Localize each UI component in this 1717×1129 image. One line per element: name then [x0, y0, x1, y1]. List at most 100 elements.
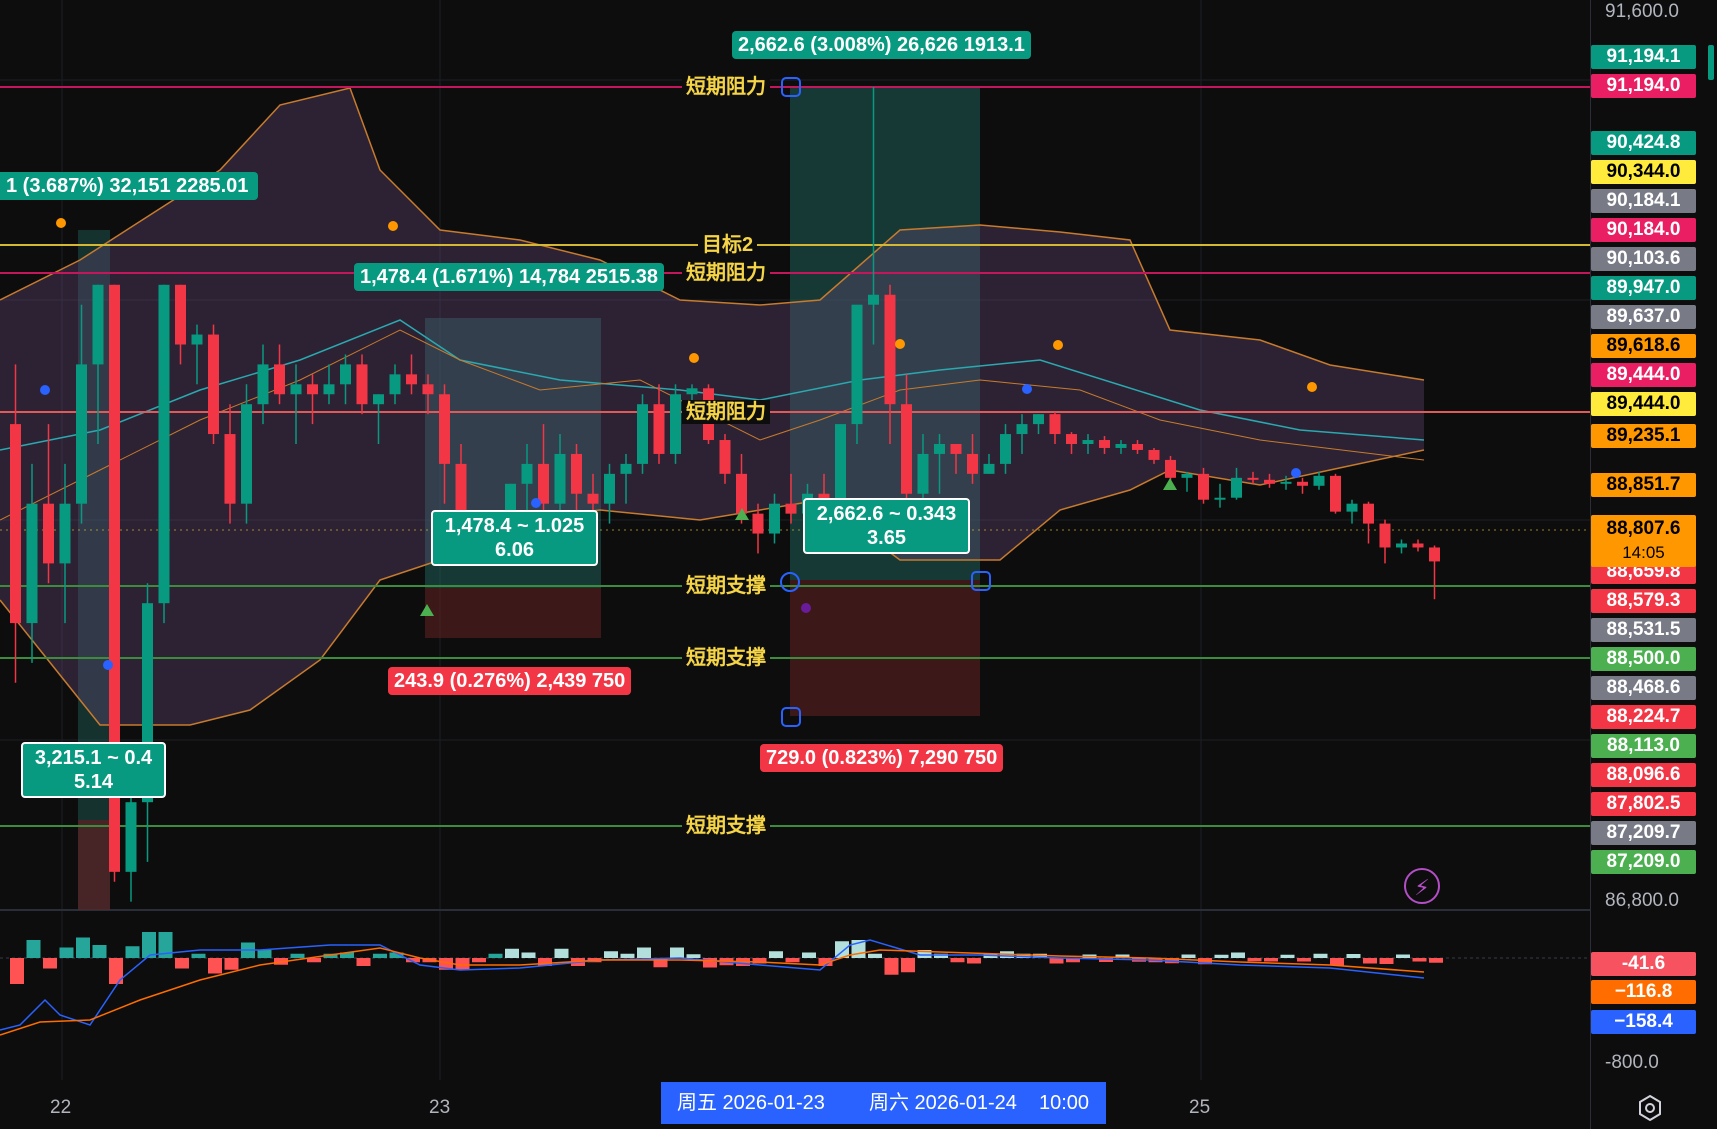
- price-tag: 88,851.7: [1591, 473, 1696, 497]
- level-label-target-2: 目标2: [698, 233, 758, 257]
- macd-bar: [488, 953, 503, 958]
- candle: [934, 434, 945, 494]
- macd-bar: [43, 958, 57, 969]
- candle: [340, 354, 351, 405]
- macd-bar: [1247, 958, 1262, 962]
- chart-canvas[interactable]: [0, 0, 1590, 1129]
- price-tag: 90,184.1: [1591, 189, 1696, 213]
- settings-icon[interactable]: [1635, 1093, 1665, 1123]
- candles: [10, 87, 1440, 902]
- candle: [1396, 539, 1407, 554]
- macd-bar: [505, 948, 519, 958]
- level-label-resistance-1: 短期阻力: [682, 75, 770, 99]
- measure-label-loss-2[interactable]: 729.0 (0.823%) 7,290 750: [760, 744, 1004, 772]
- macd-bar: [686, 954, 701, 958]
- candle: [950, 443, 962, 474]
- macd-bar: [92, 945, 107, 958]
- candle: [1033, 414, 1044, 435]
- macd-bar: [884, 958, 899, 975]
- macd-bar: [1346, 954, 1361, 958]
- price-tag: 89,444.0: [1591, 392, 1696, 416]
- measure-label-left[interactable]: 1 (3.687%) 32,151 2285.01: [0, 172, 259, 200]
- candle: [59, 463, 71, 624]
- level-label-support-1: 短期支撑: [682, 574, 770, 598]
- crosshair-date-right: 周六 2026-01-24: [869, 1092, 1017, 1114]
- candle: [785, 473, 797, 524]
- ratio-box-1[interactable]: 1,478.4 ~ 1.025 6.06: [431, 510, 598, 566]
- price-tag: 90,424.8: [1591, 131, 1696, 155]
- macd-bar: [1049, 958, 1064, 964]
- scroll-indicator[interactable]: [1708, 45, 1714, 80]
- candle: [158, 284, 170, 624]
- macd-bar: [818, 958, 833, 966]
- candle: [257, 344, 269, 425]
- ratio-box-1-line2: 6.06: [495, 539, 534, 561]
- ratio-box-2[interactable]: 2,662.6 ~ 0.343 3.65: [803, 498, 970, 554]
- candle: [1231, 467, 1242, 500]
- macd-bar: [670, 947, 684, 958]
- price-tag: 88,224.7: [1591, 705, 1696, 729]
- measure-label-top[interactable]: 2,662.6 (3.008%) 26,626 1913.1: [732, 31, 1031, 59]
- ratio-box-2-line1: 2,662.6 ~ 0.343: [816, 503, 957, 525]
- candle: [1115, 440, 1127, 454]
- lightning-icon[interactable]: ⚡: [1404, 868, 1440, 904]
- macd-bar: [769, 951, 783, 958]
- macd-bar: [554, 948, 569, 958]
- macd-bar: [1429, 958, 1443, 963]
- price-tag: 89,444.0: [1591, 363, 1696, 387]
- candle: [10, 364, 21, 683]
- measure-label-loss-1[interactable]: 243.9 (0.276%) 2,439 750: [388, 667, 632, 695]
- macd-bar: [208, 958, 222, 974]
- chart-area[interactable]: 短期阻力 目标2 短期阻力 短期阻力 短期支撑 短期支撑 短期支撑 2,662.…: [0, 0, 1590, 1129]
- bollinger-basis: [0, 319, 1425, 451]
- candle: [1247, 471, 1259, 484]
- macd-bar: [1214, 954, 1229, 958]
- macd-bar: [752, 958, 767, 964]
- macd-bar: [290, 953, 305, 958]
- candle: [175, 284, 186, 365]
- price-tag: 89,637.0: [1591, 305, 1696, 329]
- drawing-handles[interactable]: [780, 77, 991, 727]
- candle: [620, 453, 632, 504]
- candle: [43, 424, 54, 584]
- candle: [1049, 412, 1061, 444]
- macd-bar: [340, 952, 354, 958]
- price-tag: 88,579.3: [1591, 589, 1696, 613]
- price-tag: 88,113.0: [1591, 734, 1696, 758]
- price-axis[interactable]: 91,600.0 91,194.1 91,194.0 90,424.8 90,344.…: [1590, 0, 1717, 1129]
- candle: [719, 434, 731, 484]
- candle: [769, 493, 780, 544]
- measure-label-mid[interactable]: 1,478.4 (1.671%) 14,784 2515.38: [354, 263, 665, 291]
- macd-bar: [1099, 958, 1113, 962]
- signal-line: [0, 947, 1425, 1036]
- time-label-25: 25: [1189, 1097, 1211, 1118]
- candle: [554, 434, 566, 514]
- candle: [125, 782, 137, 902]
- candle: [1132, 440, 1143, 454]
- ratio-box-3[interactable]: 3,215.1 ~ 0.4 5.14: [21, 742, 166, 798]
- macd-bar: [109, 958, 123, 984]
- macd-bar: [802, 952, 816, 958]
- candle: [1082, 434, 1094, 454]
- macd-bar: [1231, 952, 1245, 958]
- price-tag: 88,500.0: [1591, 647, 1696, 671]
- macd-bar: [967, 958, 981, 964]
- price-tag: 89,618.6: [1591, 334, 1696, 358]
- macd-bar: [142, 932, 156, 958]
- macd-bar: [901, 958, 915, 973]
- candle: [1198, 467, 1209, 504]
- candle: [307, 374, 318, 425]
- candle: [1264, 473, 1275, 488]
- time-label-22: 22: [50, 1097, 72, 1118]
- macd-bar: [175, 958, 189, 969]
- level-label-support-2: 短期支撑: [682, 646, 770, 670]
- candle: [92, 284, 104, 444]
- macd-bar: [1396, 954, 1410, 958]
- candle: [1346, 499, 1358, 524]
- macd-bar: [1330, 958, 1344, 966]
- candle: [752, 503, 764, 554]
- macd-bar: [59, 947, 74, 958]
- crosshair-time: 10:00: [1039, 1092, 1090, 1114]
- ratio-box-3-line2: 5.14: [74, 771, 113, 793]
- macd-bar: [323, 953, 338, 958]
